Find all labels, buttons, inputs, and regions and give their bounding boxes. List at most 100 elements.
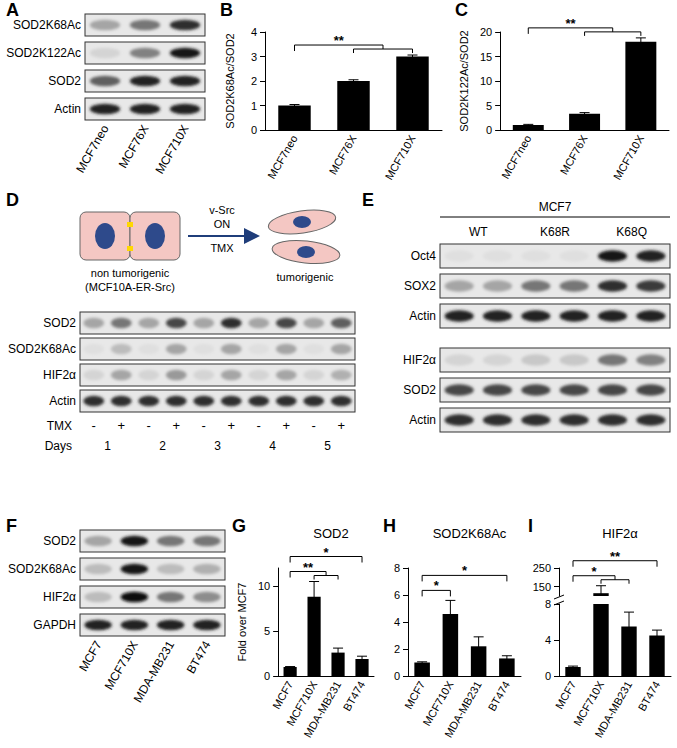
svg-text:MCF76X: MCF76X	[116, 123, 152, 171]
svg-text:MDA-MB231: MDA-MB231	[131, 638, 178, 705]
svg-text:MCF7: MCF7	[539, 200, 572, 214]
svg-text:HIF2α: HIF2α	[43, 590, 76, 604]
svg-text:MCF710X: MCF710X	[152, 123, 191, 177]
svg-text:Actin: Actin	[409, 309, 436, 323]
svg-text:4: 4	[394, 616, 400, 628]
svg-text:SOD2: SOD2	[403, 383, 436, 397]
svg-text:MDA-MB231: MDA-MB231	[592, 679, 634, 739]
svg-text:SOD2: SOD2	[313, 526, 348, 541]
svg-text:WT: WT	[469, 225, 488, 239]
svg-text:MCF710X: MCF710X	[102, 639, 141, 693]
svg-text:**: **	[565, 16, 576, 31]
svg-text:-: -	[257, 418, 261, 433]
svg-text:Actin: Actin	[49, 394, 76, 408]
svg-text:*: *	[591, 564, 597, 579]
svg-text:+: +	[282, 418, 290, 433]
svg-text:-: -	[147, 418, 151, 433]
svg-text:Actin: Actin	[54, 102, 81, 116]
svg-text:tumorigenic: tumorigenic	[277, 271, 334, 283]
svg-text:4: 4	[269, 439, 276, 453]
svg-text:SOD2: SOD2	[48, 74, 81, 88]
svg-text:0: 0	[251, 124, 257, 136]
svg-text:SOD2K68Ac: SOD2K68Ac	[433, 526, 507, 541]
svg-text:BT474: BT474	[485, 679, 512, 713]
svg-text:G: G	[232, 516, 246, 536]
svg-text:8: 8	[394, 562, 400, 574]
svg-text:MCF7: MCF7	[402, 679, 427, 711]
svg-text:5: 5	[486, 100, 492, 112]
svg-text:GAPDH: GAPDH	[33, 618, 76, 632]
svg-text:15: 15	[480, 51, 492, 63]
svg-text:D: D	[6, 190, 19, 210]
svg-text:ON: ON	[214, 218, 231, 230]
svg-text:SOX2: SOX2	[404, 279, 436, 293]
svg-text:SOD2: SOD2	[43, 534, 76, 548]
svg-text:SOD2K68Ac: SOD2K68Ac	[13, 18, 81, 32]
svg-text:SOD2: SOD2	[43, 316, 76, 330]
svg-text:TMX: TMX	[47, 419, 72, 433]
svg-text:non tumorigenic: non tumorigenic	[91, 267, 170, 279]
svg-text:+: +	[227, 418, 235, 433]
svg-text:MDA-MB231: MDA-MB231	[301, 679, 343, 739]
svg-text:MCF76X: MCF76X	[327, 132, 359, 176]
svg-text:Days: Days	[45, 439, 72, 453]
svg-text:8: 8	[545, 598, 551, 610]
svg-text:150: 150	[533, 581, 551, 593]
svg-text:**: **	[610, 549, 621, 564]
svg-text:20: 20	[480, 26, 492, 38]
svg-text:-: -	[202, 418, 206, 433]
svg-text:5: 5	[264, 625, 270, 637]
svg-text:F: F	[6, 516, 17, 536]
svg-text:SOD2K122Ac: SOD2K122Ac	[6, 46, 81, 60]
svg-text:4: 4	[251, 26, 257, 38]
svg-text:-: -	[312, 418, 316, 433]
svg-text:HIF2α: HIF2α	[43, 368, 76, 382]
svg-text:*: *	[324, 545, 330, 560]
svg-text:10: 10	[480, 75, 492, 87]
svg-text:SOD2K68Ac/SOD2: SOD2K68Ac/SOD2	[224, 33, 236, 128]
svg-text:K68R: K68R	[540, 225, 570, 239]
svg-text:(MCF10A-ER-Src): (MCF10A-ER-Src)	[85, 281, 175, 293]
svg-text:K68Q: K68Q	[616, 225, 647, 239]
svg-text:0: 0	[545, 670, 551, 682]
svg-text:B: B	[220, 0, 233, 20]
svg-text:2: 2	[251, 75, 257, 87]
svg-text:E: E	[362, 190, 374, 210]
svg-text:SOD2K68Ac: SOD2K68Ac	[8, 342, 76, 356]
svg-text:MCF710X: MCF710X	[611, 132, 646, 181]
svg-text:MCF7: MCF7	[76, 638, 105, 674]
svg-text:HIF2α: HIF2α	[602, 526, 638, 541]
svg-text:**: **	[334, 33, 345, 48]
svg-text:Fold over MCF7: Fold over MCF7	[236, 583, 248, 662]
svg-text:Actin: Actin	[409, 413, 436, 427]
svg-text:0: 0	[394, 670, 400, 682]
svg-text:**: **	[303, 560, 314, 575]
svg-text:MCF710X: MCF710X	[383, 132, 418, 181]
svg-text:A: A	[6, 0, 19, 20]
svg-text:C: C	[455, 0, 468, 20]
svg-text:SOD2K122Ac/SOD2: SOD2K122Ac/SOD2	[458, 30, 470, 132]
svg-text:0: 0	[486, 124, 492, 136]
svg-text:BT474: BT474	[341, 679, 368, 713]
svg-text:1: 1	[251, 100, 257, 112]
svg-text:+: +	[172, 418, 180, 433]
svg-text:+: +	[337, 418, 345, 433]
svg-text:HIF2α: HIF2α	[403, 353, 436, 367]
svg-text:I: I	[528, 516, 533, 536]
svg-text:MCF7: MCF7	[553, 679, 578, 711]
svg-text:2: 2	[394, 643, 400, 655]
svg-text:+: +	[117, 418, 125, 433]
svg-text:2: 2	[159, 439, 166, 453]
svg-text:-: -	[92, 418, 96, 433]
svg-text:TMX: TMX	[210, 242, 234, 254]
svg-text:H: H	[383, 516, 396, 536]
svg-text:*: *	[462, 563, 468, 578]
svg-text:MCF7: MCF7	[270, 679, 295, 711]
svg-text:SOD2K68Ac: SOD2K68Ac	[8, 562, 76, 576]
svg-text:MCF7neo: MCF7neo	[73, 122, 112, 175]
svg-text:3: 3	[251, 51, 257, 63]
svg-text:v-Src: v-Src	[209, 204, 235, 216]
svg-text:MCF7neo: MCF7neo	[499, 133, 534, 181]
svg-text:4: 4	[545, 634, 551, 646]
svg-text:10: 10	[258, 580, 270, 592]
